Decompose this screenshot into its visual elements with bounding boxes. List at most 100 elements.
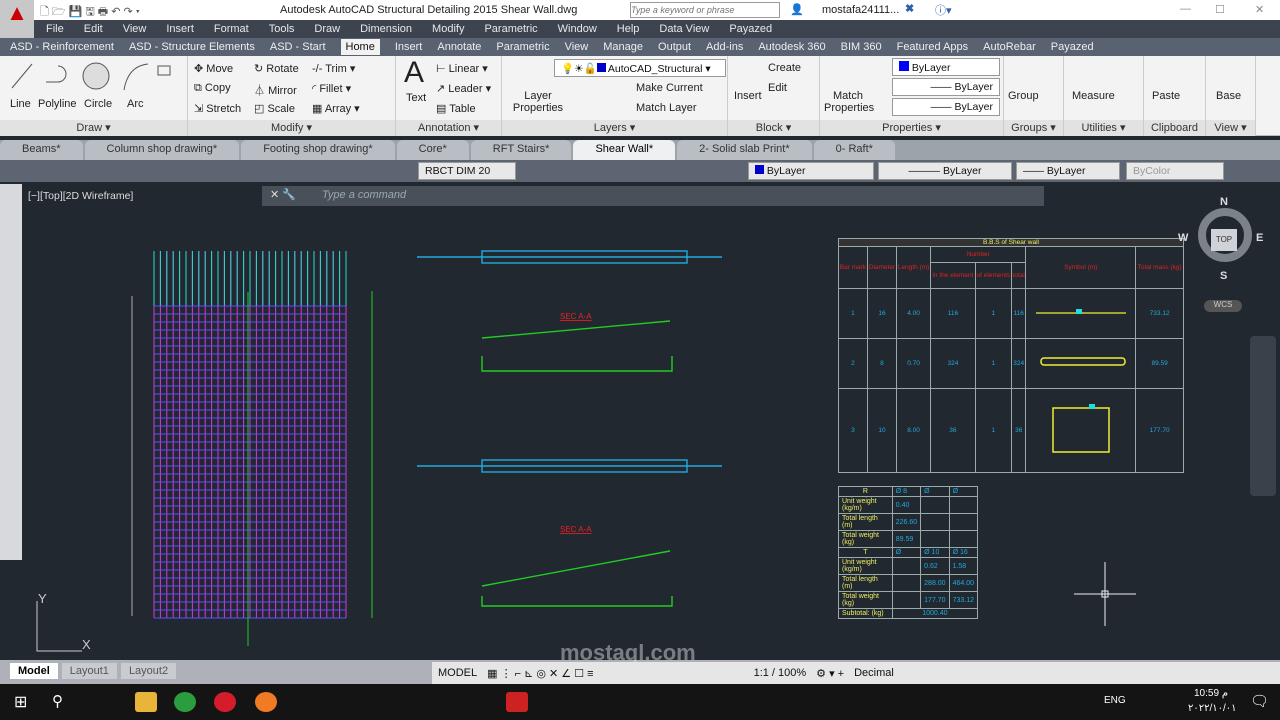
- clock-time[interactable]: 10:59 م: [1194, 688, 1229, 699]
- file-tab[interactable]: Column shop drawing*: [84, 140, 240, 160]
- base-button[interactable]: Base: [1216, 90, 1242, 102]
- paste-button[interactable]: Paste: [1152, 90, 1181, 102]
- model-space-button[interactable]: MODEL: [438, 667, 478, 679]
- compass-e[interactable]: E: [1256, 232, 1264, 244]
- tab-parametric[interactable]: Parametric: [496, 41, 550, 53]
- maximize-button[interactable]: ☐: [1215, 4, 1225, 16]
- tab-bim-360[interactable]: BIM 360: [840, 41, 882, 53]
- rotate-tool[interactable]: ↻ Rotate: [254, 63, 299, 75]
- firefox-icon[interactable]: [255, 692, 277, 712]
- plotstyle-control[interactable]: ByColor: [1126, 162, 1224, 180]
- menu-view[interactable]: View: [122, 23, 147, 35]
- text-icon[interactable]: A: [404, 56, 425, 89]
- tab-insert[interactable]: Insert: [394, 41, 423, 53]
- search-input[interactable]: [630, 2, 780, 18]
- line-tool[interactable]: Line: [10, 98, 31, 110]
- navigation-bar[interactable]: [1250, 336, 1276, 496]
- table-tool[interactable]: ▤ Table: [436, 103, 476, 115]
- command-line[interactable]: ✕ 🔧 Type a command: [262, 186, 1044, 206]
- menu-file[interactable]: File: [46, 23, 64, 35]
- viewcube[interactable]: TOP N S E W: [1178, 196, 1264, 284]
- compass-n[interactable]: N: [1220, 196, 1228, 208]
- units-selector[interactable]: Decimal: [854, 667, 894, 679]
- opera-icon[interactable]: [214, 692, 236, 712]
- autocad-taskbar-icon[interactable]: [506, 692, 528, 712]
- exchange-icon[interactable]: ✖: [905, 3, 915, 15]
- dimstyle-dropdown[interactable]: RBCT DIM 20: [418, 162, 516, 180]
- file-tab[interactable]: Beams*: [0, 140, 83, 160]
- tab-asd-structure-elements[interactable]: ASD - Structure Elements: [128, 41, 255, 53]
- tab-manage[interactable]: Manage: [603, 41, 644, 53]
- make-current-button[interactable]: Make Current: [636, 82, 703, 94]
- block-panel-title[interactable]: Block ▾: [728, 120, 819, 136]
- tab-autorebar[interactable]: AutoRebar: [983, 41, 1036, 53]
- layer-properties-button[interactable]: Layer Properties: [512, 90, 564, 114]
- lineweight-dropdown[interactable]: —— ByLayer: [892, 98, 1000, 116]
- linetype-dropdown[interactable]: —— ByLayer: [892, 78, 1000, 96]
- drawing-canvas[interactable]: SEC A-A SEC A-A Y X: [22, 206, 1280, 660]
- tab-home[interactable]: Home: [340, 39, 380, 55]
- tab-autodesk-360[interactable]: Autodesk 360: [758, 41, 826, 53]
- measure-button[interactable]: Measure: [1072, 90, 1115, 102]
- arc-tool[interactable]: Arc: [127, 98, 144, 110]
- annotation-scale[interactable]: 1:1 / 100%: [753, 667, 807, 679]
- user-icon[interactable]: 👤: [790, 4, 804, 16]
- file-explorer-icon[interactable]: [135, 692, 157, 712]
- file-tab[interactable]: Core*: [396, 140, 469, 160]
- edit-block-button[interactable]: Edit: [768, 82, 787, 94]
- gear-icon[interactable]: ⚙ ▾ +: [816, 667, 845, 680]
- fillet-tool[interactable]: ◜ Fillet ▾: [312, 83, 352, 95]
- layers-panel-title[interactable]: Layers ▾: [502, 120, 727, 136]
- compass-w[interactable]: W: [1178, 232, 1189, 244]
- close-button[interactable]: ✕: [1255, 4, 1265, 16]
- left-toolbar[interactable]: [0, 184, 22, 560]
- leader-tool[interactable]: ↗ Leader ▾: [436, 83, 492, 95]
- grid-icon[interactable]: ▦ ⋮ ⌐ ⊾ ◎ ✕ ∠ ☐ ≡: [487, 667, 594, 680]
- groups-panel-title[interactable]: Groups ▾: [1004, 120, 1063, 136]
- circle-tool[interactable]: Circle: [84, 98, 113, 110]
- windows-start-icon[interactable]: ⊞: [14, 694, 28, 711]
- modify-panel-title[interactable]: Modify ▾: [188, 120, 395, 136]
- tab-output[interactable]: Output: [658, 41, 692, 53]
- color-dropdown[interactable]: ByLayer: [892, 58, 1000, 76]
- menu-dimension[interactable]: Dimension: [360, 23, 413, 35]
- linetype-control[interactable]: ——— ByLayer: [878, 162, 1012, 180]
- menu-modify[interactable]: Modify: [432, 23, 465, 35]
- layout-tab-layout2[interactable]: Layout2: [120, 663, 177, 679]
- wcs-menu[interactable]: WCS: [1204, 300, 1242, 312]
- menu-payazed[interactable]: Payazed: [729, 23, 773, 35]
- move-tool[interactable]: ✥ Move: [194, 63, 234, 75]
- menu-format[interactable]: Format: [213, 23, 249, 35]
- trim-tool[interactable]: -/- Trim ▾: [312, 63, 356, 75]
- menu-parametric[interactable]: Parametric: [484, 23, 538, 35]
- mirror-tool[interactable]: ⏃ Mirror: [254, 85, 297, 97]
- menu-draw[interactable]: Draw: [314, 23, 341, 35]
- polyline-tool[interactable]: Polyline: [38, 98, 77, 110]
- compass-s[interactable]: S: [1220, 270, 1228, 282]
- viewport-controls[interactable]: [−][Top][2D Wireframe]: [28, 190, 134, 202]
- tab-asd-reinforcement[interactable]: ASD - Reinforcement: [10, 41, 114, 53]
- stretch-tool[interactable]: ⇲ Stretch: [194, 103, 242, 115]
- application-menu-button[interactable]: ▲: [0, 0, 34, 38]
- match-layer-button[interactable]: Match Layer: [636, 102, 697, 114]
- file-tab[interactable]: Shear Wall*: [573, 140, 676, 160]
- color-control[interactable]: ByLayer: [748, 162, 874, 180]
- menu-data-view[interactable]: Data View: [659, 23, 710, 35]
- match-properties-button[interactable]: Match Properties: [824, 90, 875, 114]
- array-tool[interactable]: ▦ Array ▾: [312, 103, 360, 115]
- lineweight-control[interactable]: —— ByLayer: [1016, 162, 1120, 180]
- search-icon[interactable]: ⚲: [52, 693, 63, 710]
- insert-button[interactable]: Insert: [734, 90, 762, 102]
- group-button[interactable]: Group: [1008, 90, 1039, 102]
- menu-edit[interactable]: Edit: [83, 23, 103, 35]
- tab-add-ins[interactable]: Add-ins: [706, 41, 744, 53]
- layout-tab-layout1[interactable]: Layout1: [61, 663, 117, 679]
- tab-view[interactable]: View: [564, 41, 589, 53]
- user-name[interactable]: mostafa24111...: [822, 4, 900, 16]
- language-indicator[interactable]: ENG: [1104, 695, 1126, 706]
- file-tab[interactable]: 2- Solid slab Print*: [677, 140, 812, 160]
- draw-panel-title[interactable]: Draw ▾: [0, 120, 187, 136]
- utilities-panel-title[interactable]: Utilities ▾: [1064, 120, 1143, 136]
- properties-panel-title[interactable]: Properties ▾: [820, 120, 1003, 136]
- view-panel-title[interactable]: View ▾: [1206, 120, 1255, 136]
